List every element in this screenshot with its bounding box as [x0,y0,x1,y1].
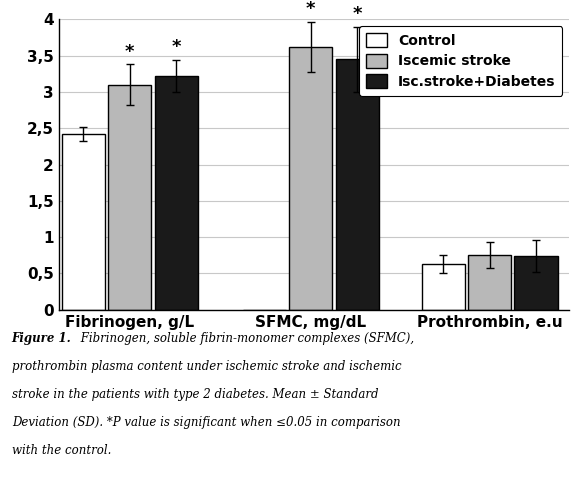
Text: stroke in the patients with type 2 diabetes. Mean ± Standard: stroke in the patients with type 2 diabe… [12,388,378,401]
Text: *: * [125,43,134,61]
Bar [154,76,198,310]
Text: Fibrinogen, soluble fibrin-monomer complexes (SFMC),: Fibrinogen, soluble fibrin-monomer compl… [77,332,414,345]
Text: Figure 1.: Figure 1. [12,332,72,345]
Legend: Control, Iscemic stroke, Isc.stroke+Diabetes: Control, Iscemic stroke, Isc.stroke+Diab… [359,26,562,96]
Bar [514,256,558,310]
Text: *: * [352,5,362,23]
Text: Deviation (SD). *P value is significant when ≤0.05 in comparison: Deviation (SD). *P value is significant … [12,416,400,429]
Bar [336,60,379,310]
Text: with the control.: with the control. [12,444,111,457]
Text: *: * [171,38,181,57]
Bar [62,134,105,310]
Bar [468,256,511,310]
Bar [422,264,465,310]
Bar [108,85,151,310]
Bar [289,47,332,310]
Text: *: * [306,0,316,18]
Text: prothrombin plasma content under ischemic stroke and ischemic: prothrombin plasma content under ischemi… [12,360,402,373]
